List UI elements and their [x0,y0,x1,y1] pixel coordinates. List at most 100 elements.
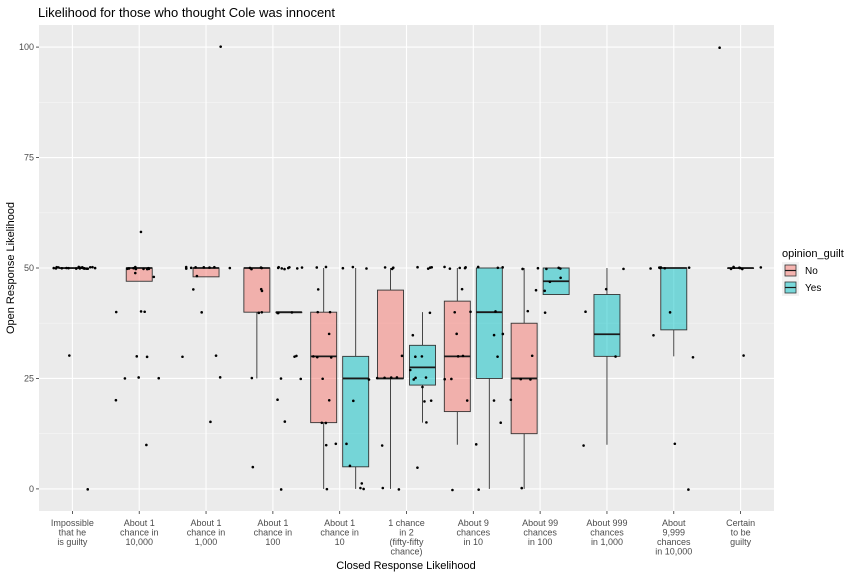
x-tick-label: Impossible that he is guilty [51,518,94,547]
data-point [383,266,387,269]
data-point [414,355,417,359]
data-point [381,486,385,490]
x-tick-label: About 9 chances in 10 [457,518,491,547]
data-point [312,355,315,358]
data-point [194,266,197,269]
data-point [380,444,384,447]
data-point [321,377,324,381]
legend-item-yes: Yes [782,279,821,296]
data-point [604,287,608,291]
data-point [127,267,131,270]
data-point [248,266,252,270]
data-point [341,266,345,270]
data-point [192,288,195,291]
data-point [687,488,690,491]
box-yes [593,268,621,445]
data-point [133,271,137,275]
data-point [352,399,355,403]
data-point [279,377,283,380]
data-point [181,355,184,359]
data-point [426,267,430,270]
y-tick-label: 100 [19,42,34,52]
data-point [86,267,90,271]
data-point [145,443,148,447]
data-point [329,356,333,359]
data-point [448,267,452,270]
data-point [260,289,264,293]
box-body [660,267,688,331]
data-point [139,310,143,313]
data-point [428,311,432,315]
y-tick-label: 0 [29,484,34,494]
data-point [93,266,97,270]
data-point [327,398,331,402]
data-point [536,266,540,270]
data-point [429,399,433,402]
data-point [414,376,417,380]
data-point [213,265,216,269]
data-point [496,355,499,358]
data-point [652,333,655,337]
data-point [348,464,352,468]
data-point [208,266,211,269]
data-point [477,488,480,491]
data-point [455,332,458,336]
data-point [496,266,500,270]
box-body [593,294,621,357]
data-point [365,267,368,270]
box-body [377,289,404,379]
data-point [54,267,58,270]
data-point [421,385,424,389]
y-axis-ticks: 0 25 50 75 100 [19,42,39,494]
data-point [345,442,348,446]
x-tick-label: About 1 chance in 100 [254,518,293,547]
data-point [315,266,319,269]
box-yes [475,267,503,489]
data-point [420,355,424,358]
boxes [58,267,755,489]
data-point [320,421,324,425]
data-point [520,486,524,490]
data-point [145,355,149,359]
data-point [277,265,280,269]
data-point [325,487,329,491]
data-point [718,46,721,49]
data-point [250,376,254,380]
data-point [529,378,532,381]
data-point [521,267,524,271]
data-point [416,466,419,469]
data-point [649,267,652,270]
data-point [351,265,355,269]
data-point [453,310,457,314]
data-point [283,267,286,271]
box-no [243,267,271,379]
data-point [423,400,426,403]
data-point [559,276,562,280]
data-point [412,378,416,381]
data-point [299,377,303,381]
data-point [411,333,415,337]
data-point [324,265,328,269]
data-point [673,442,677,446]
data-point [279,488,283,491]
data-point [68,354,71,357]
data-point [543,311,547,314]
data-point [408,368,412,372]
box-body [475,267,503,379]
data-point [668,311,672,314]
data-point [74,267,78,270]
data-point [200,311,203,314]
data-point [142,267,145,271]
data-point [383,376,386,380]
data-point [195,274,199,278]
data-point [395,376,399,379]
chart-title: Likelihood for those who thought Cole wa… [38,5,335,20]
data-point [543,289,547,293]
x-axis-ticks: Impossible that he is guilty About 1 chance … [51,511,755,557]
data-point [260,311,264,314]
data-point [65,266,68,270]
x-tick-label: About 9,999 chances in 10,000 [655,518,692,557]
data-point [324,443,328,447]
x-tick-label: 1 chance in 2 (fifty-fifty chance) [388,518,425,557]
data-point [584,310,587,314]
